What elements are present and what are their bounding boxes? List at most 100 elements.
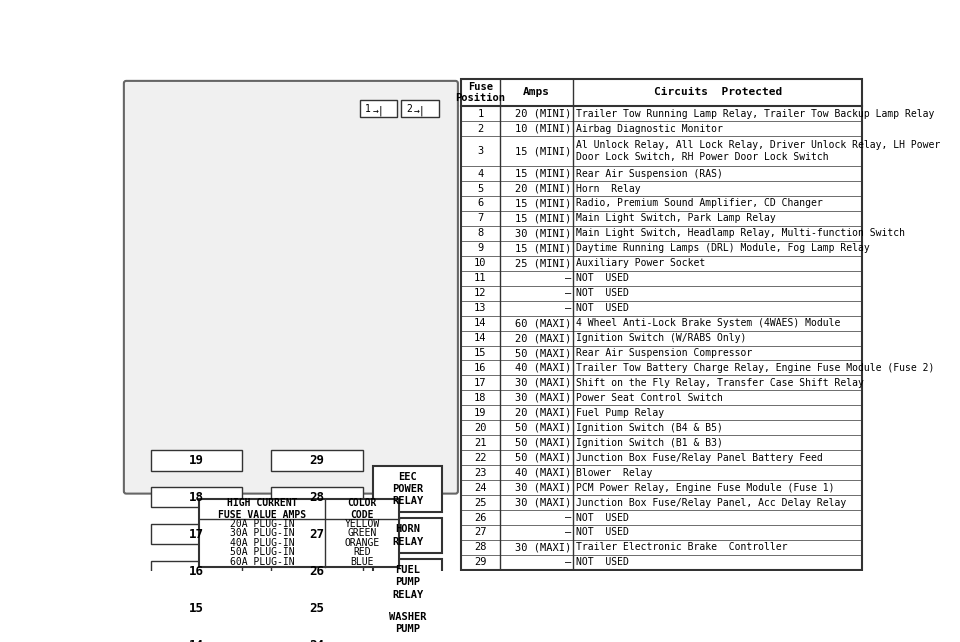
Text: Trailer Tow Running Lamp Relay, Trailer Tow Backup Lamp Relay: Trailer Tow Running Lamp Relay, Trailer … (576, 108, 935, 119)
Text: 15 (MINI): 15 (MINI) (515, 213, 571, 223)
Bar (151, 487, 243, 507)
Text: 26: 26 (474, 512, 487, 523)
Text: 15: 15 (189, 602, 204, 615)
Bar (373, 466, 442, 512)
Text: 18: 18 (474, 393, 487, 403)
Text: 4: 4 (477, 169, 484, 178)
Text: 29: 29 (474, 557, 487, 568)
Text: 40 (MAXI): 40 (MAXI) (515, 467, 571, 478)
Text: 16: 16 (474, 363, 487, 373)
Text: Ignition Switch (W/RABS Only): Ignition Switch (W/RABS Only) (576, 333, 747, 343)
Text: EEC
POWER
RELAY: EEC POWER RELAY (392, 472, 423, 507)
Text: 4 Wheel Anti-Lock Brake System (4WAES) Module: 4 Wheel Anti-Lock Brake System (4WAES) M… (576, 318, 841, 328)
Text: Amps: Amps (523, 87, 550, 98)
Text: Fuel Pump Relay: Fuel Pump Relay (576, 408, 664, 418)
Text: 23: 23 (474, 467, 487, 478)
Text: NOT  USED: NOT USED (576, 557, 630, 568)
Text: 60A PLUG-IN: 60A PLUG-IN (229, 557, 295, 567)
Text: NOT  USED: NOT USED (576, 303, 630, 313)
Bar (271, 525, 363, 544)
Text: –: – (564, 528, 571, 537)
Text: 19: 19 (474, 408, 487, 418)
Text: 24: 24 (309, 639, 324, 642)
Text: 50A PLUG-IN: 50A PLUG-IN (229, 548, 295, 557)
Text: ORANGE: ORANGE (345, 538, 379, 548)
Text: 7: 7 (477, 213, 484, 223)
Text: 14: 14 (474, 318, 487, 328)
Text: 18: 18 (189, 491, 204, 504)
Text: 50 (MAXI): 50 (MAXI) (515, 438, 571, 447)
Text: 30 (MINI): 30 (MINI) (515, 229, 571, 238)
Text: BLUE: BLUE (350, 557, 373, 567)
Bar (271, 451, 363, 471)
Text: 15: 15 (474, 348, 487, 358)
Text: 16: 16 (189, 565, 204, 578)
Text: Rear Air Suspension (RAS): Rear Air Suspension (RAS) (576, 169, 723, 178)
Text: 27: 27 (309, 528, 324, 541)
Text: NOT  USED: NOT USED (576, 528, 630, 537)
Text: 20 (MINI): 20 (MINI) (515, 108, 571, 119)
Text: 30 (MAXI): 30 (MAXI) (515, 498, 571, 508)
Text: Junction Box Fuse/Relay Panel Battery Feed: Junction Box Fuse/Relay Panel Battery Fe… (576, 453, 824, 463)
Text: Trailer Tow Battery Charge Relay, Engine Fuse Module (Fuse 2): Trailer Tow Battery Charge Relay, Engine… (576, 363, 935, 373)
Text: Ignition Switch (B1 & B3): Ignition Switch (B1 & B3) (576, 438, 723, 447)
Bar (199, 499, 399, 567)
Text: 2: 2 (477, 124, 484, 134)
Text: 2: 2 (406, 104, 412, 114)
Bar (373, 611, 442, 642)
Text: Circuits  Protected: Circuits Protected (654, 87, 782, 98)
Bar (271, 598, 363, 618)
Text: 30 (MAXI): 30 (MAXI) (515, 483, 571, 492)
Text: Shift on the Fly Relay, Transfer Case Shift Relay: Shift on the Fly Relay, Transfer Case Sh… (576, 378, 864, 388)
Bar (392, 629, 423, 639)
Text: 40 (MAXI): 40 (MAXI) (515, 363, 571, 373)
Text: 20: 20 (474, 423, 487, 433)
Text: –: – (564, 512, 571, 523)
Text: 24: 24 (474, 483, 487, 492)
Text: HORN
RELAY: HORN RELAY (392, 525, 423, 547)
Text: COLOR
CODE: COLOR CODE (348, 498, 376, 520)
Text: Fuse
Position: Fuse Position (455, 82, 505, 103)
Text: 20 (MINI): 20 (MINI) (515, 184, 571, 193)
FancyBboxPatch shape (124, 81, 458, 494)
Text: 3: 3 (477, 146, 484, 156)
Text: 17: 17 (189, 528, 204, 541)
Text: 30 (MAXI): 30 (MAXI) (515, 542, 571, 552)
Bar (271, 561, 363, 582)
Text: 15 (MINI): 15 (MINI) (515, 169, 571, 178)
Text: HIGH CURRENT
FUSE VALUE AMPS: HIGH CURRENT FUSE VALUE AMPS (218, 498, 306, 520)
Text: PCM Power Relay, Engine Fuse Module (Fuse 1): PCM Power Relay, Engine Fuse Module (Fus… (576, 483, 835, 492)
Text: Rear Air Suspension Compressor: Rear Air Suspension Compressor (576, 348, 753, 358)
Text: NOT  USED: NOT USED (576, 288, 630, 299)
Text: →|: →| (414, 106, 426, 116)
Text: 15 (MINI): 15 (MINI) (515, 243, 571, 254)
Text: 14: 14 (474, 333, 487, 343)
Text: 20 (MAXI): 20 (MAXI) (515, 408, 571, 418)
Bar (401, 100, 439, 117)
Text: →|: →| (373, 106, 385, 116)
Text: 1: 1 (365, 104, 371, 114)
Bar (151, 561, 243, 582)
Bar (360, 100, 397, 117)
Text: WASHER
PUMP: WASHER PUMP (389, 612, 426, 634)
Text: –: – (564, 288, 571, 299)
Text: Blower  Relay: Blower Relay (576, 467, 653, 478)
Text: 60 (MAXI): 60 (MAXI) (515, 318, 571, 328)
Bar (151, 525, 243, 544)
Bar (151, 598, 243, 618)
Text: 21: 21 (474, 438, 487, 447)
Text: 50 (MAXI): 50 (MAXI) (515, 453, 571, 463)
Bar (151, 636, 243, 642)
Text: 13: 13 (474, 303, 487, 313)
Text: 17: 17 (474, 378, 487, 388)
Bar (271, 636, 363, 642)
Text: 9: 9 (477, 243, 484, 254)
Text: 29: 29 (309, 454, 324, 467)
Text: GREEN: GREEN (348, 528, 376, 539)
Text: 25: 25 (309, 602, 324, 615)
Text: 25 (MINI): 25 (MINI) (515, 258, 571, 268)
Text: Auxiliary Power Socket: Auxiliary Power Socket (576, 258, 706, 268)
Text: 12: 12 (474, 288, 487, 299)
Bar (271, 487, 363, 507)
Text: 15 (MINI): 15 (MINI) (515, 198, 571, 209)
